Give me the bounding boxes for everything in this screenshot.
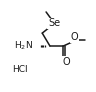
Text: HCl: HCl bbox=[12, 64, 28, 74]
Text: H$_2$N: H$_2$N bbox=[14, 40, 33, 52]
Text: O: O bbox=[63, 57, 71, 67]
Text: Se: Se bbox=[48, 18, 60, 28]
Text: O: O bbox=[71, 32, 78, 42]
